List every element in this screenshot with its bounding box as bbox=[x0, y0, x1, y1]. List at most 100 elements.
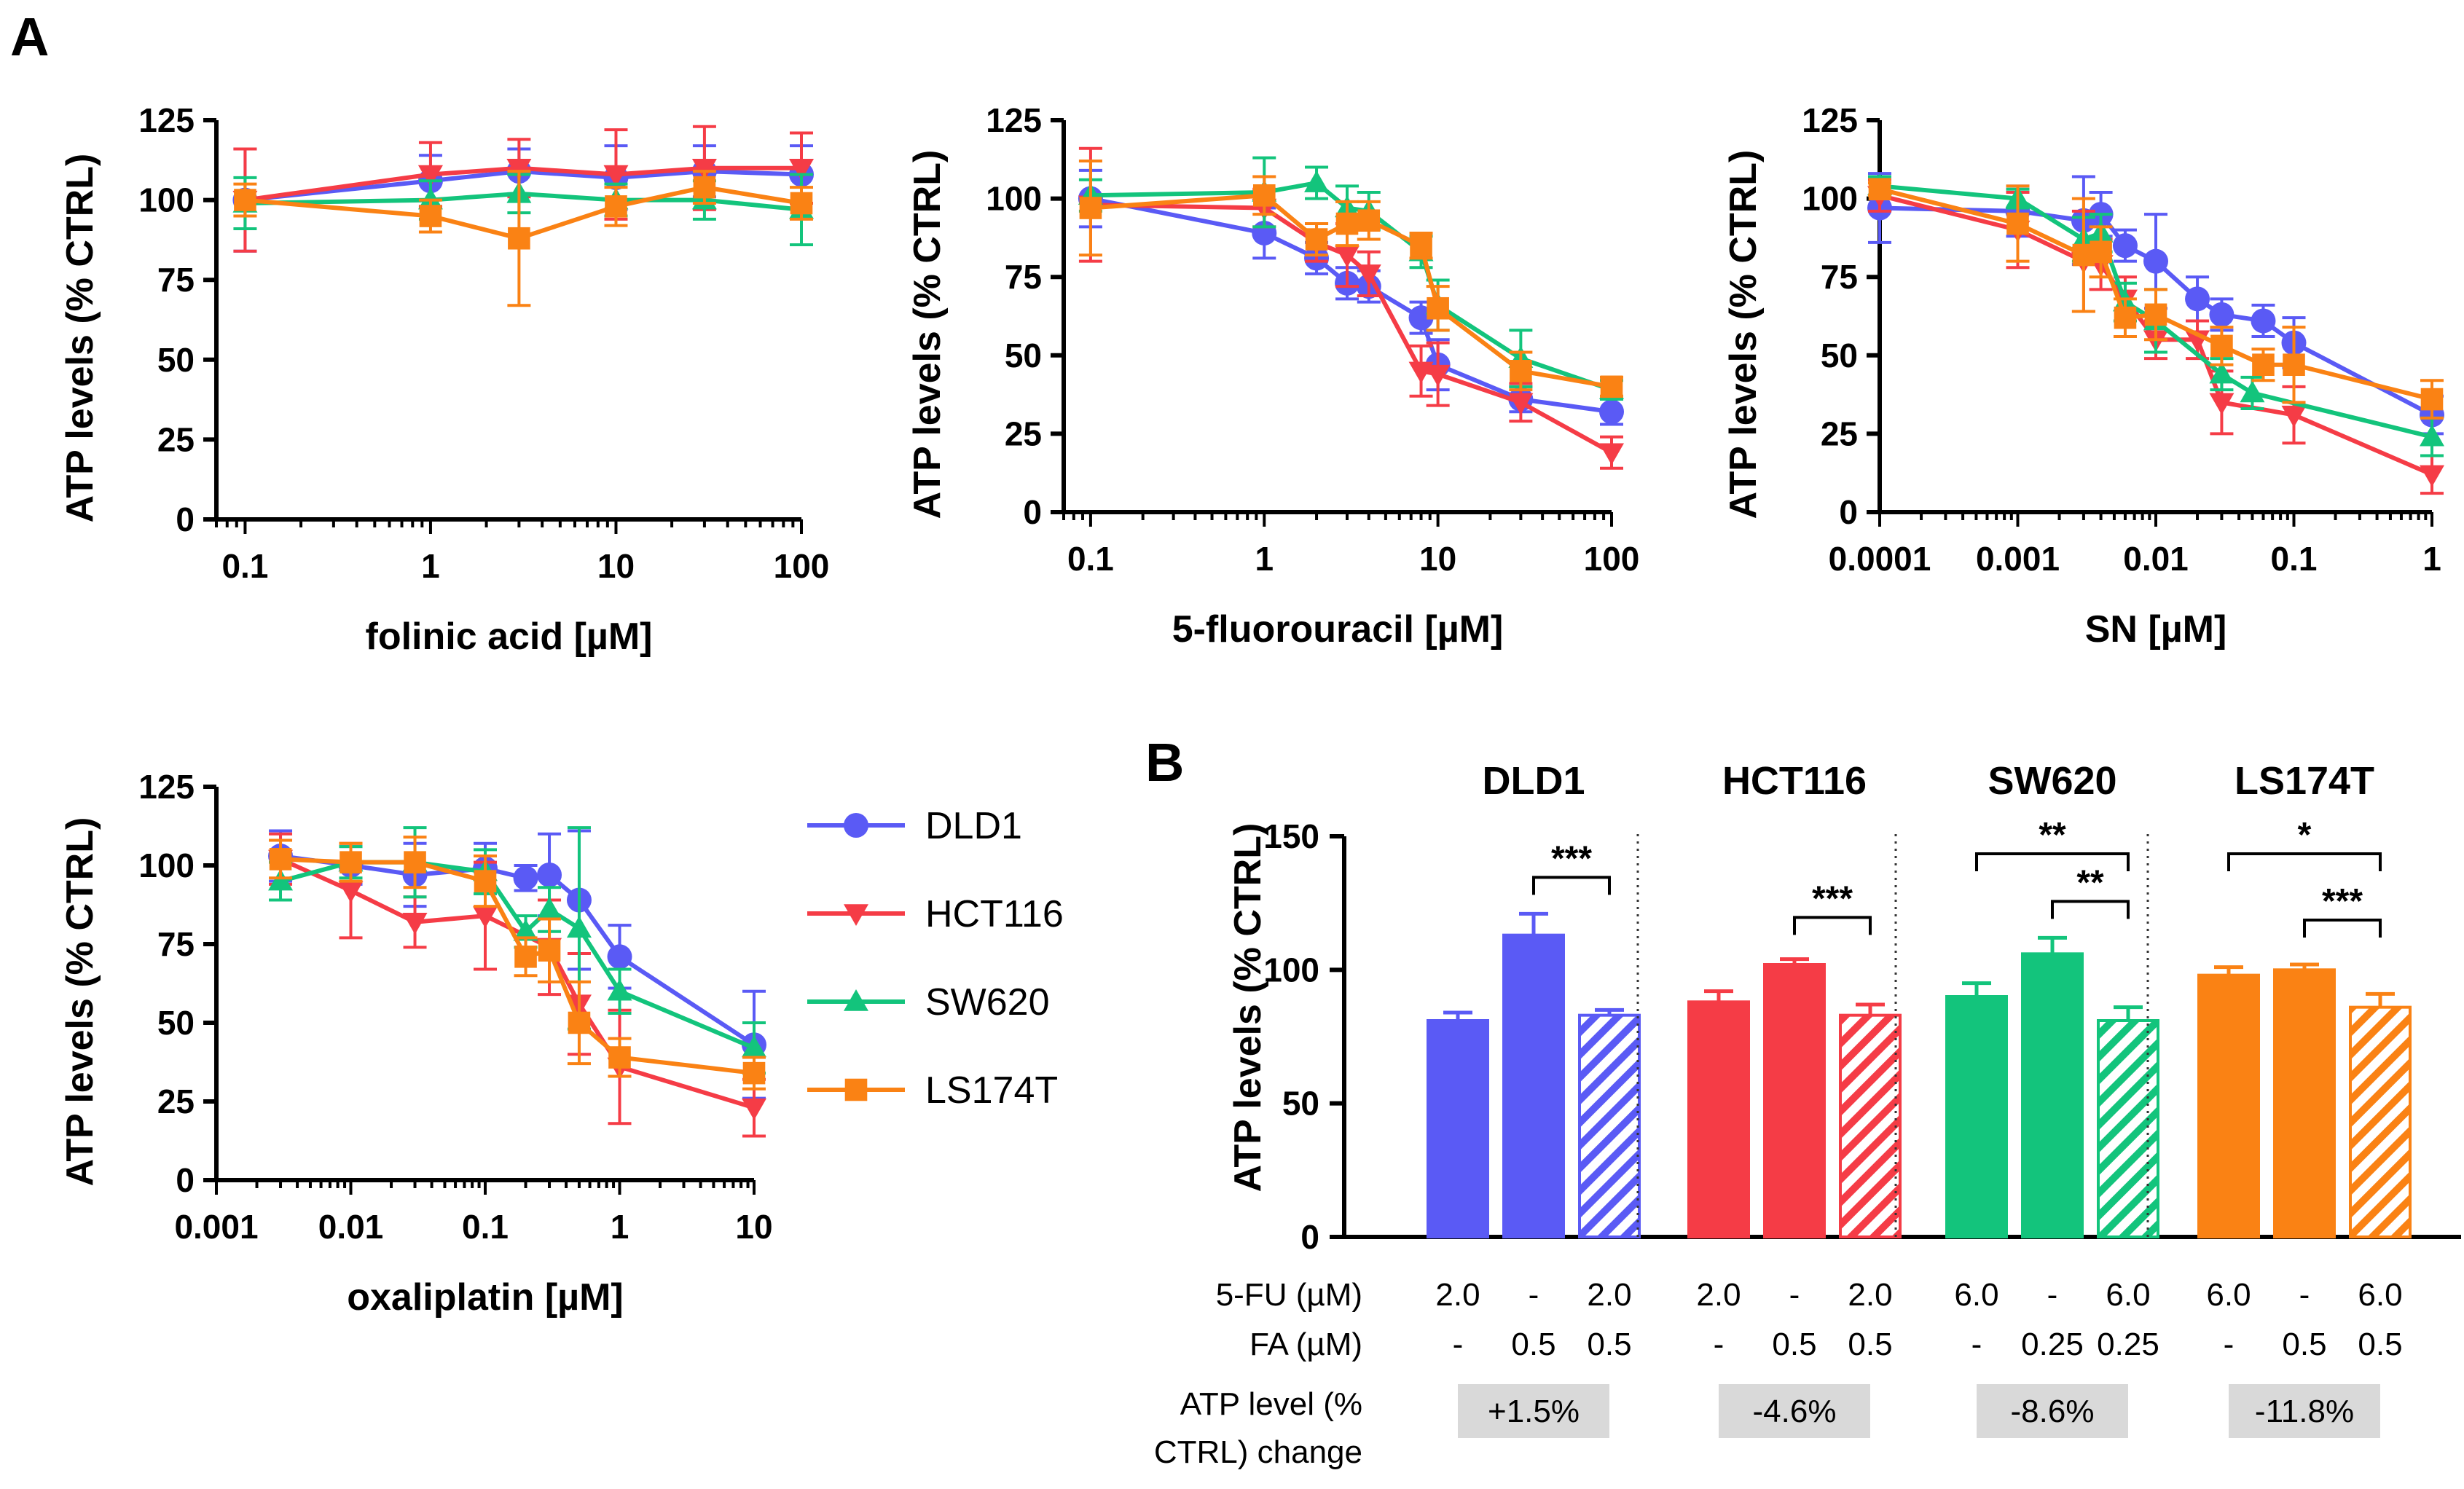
x-tick-label: 1 bbox=[2422, 540, 2441, 578]
row-label: ATP level (% bbox=[1180, 1386, 1362, 1422]
data-point-SW620 bbox=[417, 187, 443, 210]
data-point-DLD1 bbox=[1599, 399, 1624, 425]
group-title-SW620: SW620 bbox=[1988, 759, 2116, 803]
y-tick-label: 125 bbox=[138, 101, 195, 139]
bar-DLD1 bbox=[1502, 933, 1565, 1238]
data-point-LS174T bbox=[1305, 228, 1328, 251]
data-point-LS174T bbox=[1410, 234, 1432, 257]
y-axis-title: ATP levels (% CTRL) bbox=[59, 817, 101, 1187]
x-axis-title: SN [µM] bbox=[2085, 608, 2227, 651]
legend: DLD1 HCT116 SW620 LS174T bbox=[807, 805, 1064, 1112]
x-tick-label: 1 bbox=[611, 1208, 629, 1246]
data-point-SW620 bbox=[566, 916, 592, 938]
fu-value: 2.0 bbox=[1696, 1277, 1741, 1313]
legend-label-DLD1: DLD1 bbox=[925, 805, 1022, 847]
data-point-HCT116 bbox=[1335, 245, 1360, 268]
x-tick-label: 10 bbox=[735, 1208, 772, 1246]
x-axis-title: 5-fluorouracil [µM] bbox=[1172, 608, 1504, 651]
fu-value: 2.0 bbox=[1587, 1277, 1631, 1313]
sn-chart: 0 25 50 75 100 125 0.0001 0.001 0.01 0.1 1 SN [µM] A… bbox=[1722, 101, 2444, 651]
data-point-LS174T bbox=[1079, 197, 1102, 219]
data-point-LS174T bbox=[508, 227, 530, 250]
fu-value: 6.0 bbox=[1954, 1277, 1998, 1313]
y-tick-label: 100 bbox=[986, 180, 1042, 218]
data-point-HCT116 bbox=[2281, 405, 2307, 428]
x-tick-label: 1 bbox=[1255, 540, 1274, 578]
data-point-LS174T bbox=[404, 851, 426, 873]
legend-marker-LS174T bbox=[844, 1078, 868, 1101]
data-point-LS174T bbox=[2114, 306, 2137, 329]
y-tick-label: 0 bbox=[1300, 1218, 1319, 1256]
fu-value: 2.0 bbox=[1435, 1277, 1480, 1313]
series-line-DLD1 bbox=[245, 169, 802, 203]
data-point-LS174T bbox=[1868, 178, 1891, 200]
data-point-LS174T bbox=[742, 1061, 766, 1085]
x-tick-label: 0.1 bbox=[1067, 540, 1114, 578]
fa-value: - bbox=[2224, 1327, 2235, 1362]
change-box-HCT116 bbox=[1719, 1384, 1870, 1438]
bar-HCT116 bbox=[1687, 1000, 1750, 1239]
data-point-LS174T bbox=[2006, 212, 2029, 235]
data-point-LS174T bbox=[1600, 375, 1623, 398]
bar-DLD1 bbox=[1427, 1019, 1489, 1238]
series-line-HCT116 bbox=[245, 165, 801, 203]
x-tick-label: 0.1 bbox=[2271, 540, 2318, 578]
fluorouracil-chart: 0 25 50 75 100 125 0.1 1 10 100 5-fluorouracil [µM… bbox=[906, 101, 1639, 651]
bar-LS174T bbox=[2349, 1005, 2412, 1238]
data-point-DLD1 bbox=[607, 944, 632, 970]
x-tick-label: 10 bbox=[597, 547, 635, 585]
y-tick-label: 100 bbox=[1802, 180, 1858, 218]
bar-SW620 bbox=[1945, 995, 2008, 1238]
y-tick-label: 50 bbox=[1005, 337, 1042, 374]
significance-stars: *** bbox=[2322, 882, 2363, 921]
x-tick-label: 0.01 bbox=[2123, 540, 2189, 578]
x-tick-label: 0.001 bbox=[174, 1208, 258, 1246]
data-point-LS174T bbox=[1335, 212, 1359, 235]
y-tick-label: 100 bbox=[138, 181, 195, 219]
significance-bracket bbox=[2227, 852, 2382, 871]
y-axis-title: ATP levels (% CTRL) bbox=[59, 154, 101, 523]
fa-value: 0.5 bbox=[1511, 1327, 1555, 1362]
x-tick-label: 100 bbox=[774, 547, 830, 585]
series-line-HCT116 bbox=[1090, 203, 1613, 455]
y-tick-label: 125 bbox=[1802, 101, 1858, 139]
data-point-HCT116 bbox=[2420, 465, 2444, 487]
data-point-LS174T bbox=[2090, 240, 2112, 264]
series-line-LS174T bbox=[245, 185, 802, 241]
fa-value: 0.5 bbox=[1587, 1327, 1631, 1362]
data-point-HCT116 bbox=[603, 165, 629, 187]
y-tick-label: 100 bbox=[138, 846, 195, 884]
data-point-LS174T bbox=[608, 1046, 631, 1069]
row-label: 5-FU (µM) bbox=[1216, 1277, 1362, 1313]
group-title-DLD1: DLD1 bbox=[1482, 759, 1585, 803]
significance-stars: ** bbox=[2076, 863, 2104, 902]
data-point-DLD1 bbox=[2143, 248, 2168, 274]
fa-value: - bbox=[1971, 1327, 1982, 1362]
x-tick-label: 1 bbox=[421, 547, 440, 585]
y-tick-label: 125 bbox=[986, 101, 1042, 139]
data-point-LS174T bbox=[269, 848, 292, 871]
panel-a-letter: A bbox=[10, 7, 49, 67]
legend-marker-HCT116 bbox=[844, 904, 868, 926]
x-tick-label: 0.001 bbox=[1976, 540, 2060, 578]
change-box-LS174T bbox=[2229, 1384, 2380, 1438]
data-point-LS174T bbox=[234, 189, 256, 211]
data-point-SW620 bbox=[537, 897, 562, 919]
data-point-HCT116 bbox=[789, 159, 814, 181]
data-point-LS174T bbox=[568, 1011, 591, 1034]
bar-LS174T bbox=[2273, 968, 2336, 1239]
y-tick-label: 50 bbox=[157, 1004, 195, 1042]
data-point-LS174T bbox=[2420, 388, 2444, 411]
y-tick-label: 75 bbox=[157, 261, 195, 299]
legend-marker-DLD1 bbox=[844, 813, 868, 838]
bar-HCT116 bbox=[1763, 963, 1826, 1238]
change-value-SW620: -8.6% bbox=[2011, 1394, 2095, 1429]
data-point-DLD1 bbox=[537, 862, 562, 887]
fa-value: 0.25 bbox=[2097, 1327, 2159, 1362]
fu-value: 2.0 bbox=[1848, 1277, 1892, 1313]
fa-value: 0.5 bbox=[1848, 1327, 1892, 1362]
data-point-HCT116 bbox=[338, 881, 364, 903]
data-point-DLD1 bbox=[2185, 286, 2210, 312]
data-point-DLD1 bbox=[2251, 308, 2276, 334]
y-axis-title: ATP levels (% CTRL) bbox=[1227, 823, 1269, 1193]
